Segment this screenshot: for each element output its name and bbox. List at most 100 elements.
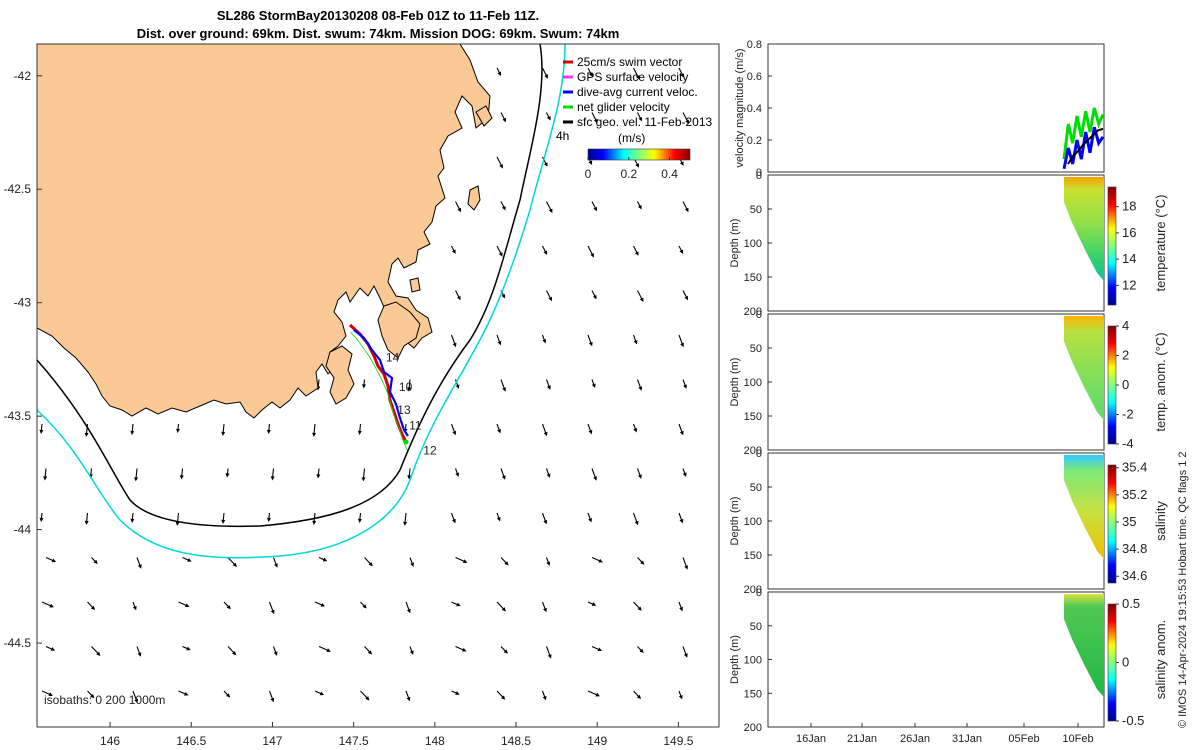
y-axis-label: Depth (m) bbox=[729, 358, 741, 407]
isobaths-label: isobaths: 0 200 1000m bbox=[44, 693, 165, 707]
current-vector-arrowhead bbox=[49, 603, 54, 608]
panel-frame bbox=[767, 43, 1105, 173]
legend-entry: GPS surface velocity bbox=[577, 70, 688, 84]
panel-frame bbox=[767, 452, 1105, 590]
current-vector-arrowhead bbox=[175, 521, 180, 526]
current-vector-arrowhead bbox=[179, 475, 184, 480]
time-label: 4h bbox=[556, 129, 569, 143]
y-axis-label: Depth (m) bbox=[729, 219, 741, 268]
current-vector-arrowhead bbox=[638, 116, 643, 122]
current-vector-arrowhead bbox=[542, 339, 547, 344]
current-vector-arrowhead bbox=[684, 207, 689, 213]
y-tick-label: 150 bbox=[744, 272, 762, 284]
y-tick-label: 0.4 bbox=[747, 103, 762, 115]
map-x-ticks: 146 146.5 147 147.5 148 148.5 149 149.5 bbox=[100, 722, 694, 748]
current-vector-arrowhead bbox=[407, 475, 412, 480]
current-vector-arrowhead bbox=[588, 160, 593, 166]
colorbar-tick-label: 0 bbox=[1122, 377, 1129, 392]
current-vector-arrowhead bbox=[361, 477, 366, 482]
current-vector-arrowhead bbox=[543, 162, 548, 167]
isobath-200m bbox=[36, 43, 543, 528]
time-tick-label: 10Feb bbox=[1062, 733, 1093, 745]
current-vector-field bbox=[39, 67, 689, 704]
map-x-tick-label: 147 bbox=[262, 734, 282, 748]
panel-3: 0 50 100 150 200 Depth (m) 4 2 0 -2 -4 temp. anom. … bbox=[729, 309, 1168, 457]
current-vector-arrowhead bbox=[683, 384, 687, 389]
current-vector-arrowhead bbox=[639, 297, 644, 303]
current-vector-arrowhead bbox=[39, 517, 44, 522]
time-axis: 16Jan 21Jan 26Jan 31Jan 05Feb 10Feb bbox=[796, 723, 1094, 745]
map-x-tick-label: 147.5 bbox=[339, 734, 369, 748]
current-vector-arrowhead bbox=[225, 473, 230, 478]
section-colorbar bbox=[1107, 325, 1117, 445]
current-vector-arrowhead bbox=[591, 602, 597, 606]
map-y-tick-label: -42 bbox=[14, 69, 32, 83]
colorbar-tick-label: -0.5 bbox=[1122, 713, 1144, 728]
current-vector-arrowhead bbox=[84, 432, 89, 437]
day-label: 12 bbox=[423, 444, 437, 458]
current-vector-arrowhead bbox=[462, 647, 467, 652]
map-y-tick-label: -43 bbox=[14, 296, 32, 310]
day-label: 10 bbox=[399, 380, 413, 394]
current-vector-arrowhead bbox=[270, 609, 275, 615]
colorbar-unit: (m/s) bbox=[618, 131, 645, 145]
y-axis-label: Depth (m) bbox=[729, 497, 741, 546]
small-island bbox=[409, 277, 421, 293]
y-tick-label: 100 bbox=[744, 655, 762, 667]
colorbar-tick-label: 14 bbox=[1122, 251, 1136, 266]
current-vector-arrowhead bbox=[591, 383, 596, 388]
bruny-island bbox=[325, 345, 355, 405]
current-vector-arrowhead bbox=[590, 253, 594, 258]
track-end-marker bbox=[403, 439, 409, 445]
current-vector-arrowhead bbox=[232, 562, 237, 567]
current-vector-arrowhead bbox=[497, 428, 501, 434]
current-vector-arrowhead bbox=[588, 72, 593, 77]
current-vector-arrowhead bbox=[637, 606, 642, 611]
current-vector-arrowhead bbox=[186, 646, 191, 651]
maria-island bbox=[467, 185, 481, 211]
current-vector-arrowhead bbox=[501, 607, 506, 612]
current-vector-arrowhead bbox=[638, 386, 643, 391]
colorbar-tick-label: 35.4 bbox=[1122, 460, 1147, 475]
current-vector-arrowhead bbox=[185, 603, 190, 608]
current-vector-arrowhead bbox=[134, 477, 139, 482]
speed-colorbar-tick-label: 0.4 bbox=[661, 167, 678, 181]
current-vector-arrowhead bbox=[357, 518, 362, 523]
current-vector-arrowhead bbox=[452, 430, 457, 436]
y-tick-label: 150 bbox=[744, 688, 762, 700]
current-vector-arrowhead bbox=[312, 520, 317, 525]
depth-section bbox=[1064, 177, 1104, 282]
current-vector-arrowhead bbox=[496, 517, 501, 522]
current-vector-arrowhead bbox=[638, 474, 642, 479]
colorbar-tick-label: 12 bbox=[1122, 277, 1136, 292]
current-vector-arrowhead bbox=[357, 430, 362, 435]
panel-4: 0 50 100 150 200 Depth (m) 35.4 35.2 35 34.8 34.6 s… bbox=[729, 448, 1168, 596]
current-vector-arrowhead bbox=[634, 251, 639, 256]
current-vector-arrowhead bbox=[588, 517, 592, 523]
colorbar-tick-label: -2 bbox=[1122, 407, 1134, 422]
y-tick-label: 50 bbox=[750, 482, 762, 494]
velocity-series-line bbox=[1067, 127, 1104, 165]
current-vector-arrowhead bbox=[322, 557, 328, 562]
current-vector-arrowhead bbox=[50, 647, 56, 651]
current-vector-arrowhead bbox=[452, 518, 456, 524]
current-vector-arrowhead bbox=[679, 430, 684, 436]
y-tick-label: 200 bbox=[744, 584, 762, 596]
current-vector-arrowhead bbox=[96, 651, 101, 656]
panel-5: 0 50 100 150 200 Depth (m) 0.5 0 -0.5 salinity an… bbox=[729, 587, 1168, 734]
current-vector-arrowhead bbox=[593, 118, 598, 124]
current-vector-arrowhead bbox=[134, 698, 139, 704]
current-vector-arrowhead bbox=[543, 431, 548, 437]
y-tick-label: 200 bbox=[744, 445, 762, 457]
colorbar-tick-label: 34.8 bbox=[1122, 541, 1147, 556]
current-vector-arrowhead bbox=[639, 648, 644, 654]
colorbar-label: salinity anom. bbox=[1153, 620, 1168, 699]
map-y-tick-label: -42.5 bbox=[4, 182, 32, 196]
current-vector-arrowhead bbox=[637, 205, 642, 210]
legend-entry: sfc geo. vel. 11-Feb-2013 bbox=[577, 115, 713, 129]
current-vector-arrowhead bbox=[274, 563, 278, 568]
current-vector-arrowhead bbox=[270, 697, 275, 703]
colorbar-label: temp. anom. (°C) bbox=[1153, 332, 1168, 431]
current-vector-arrowhead bbox=[362, 384, 366, 389]
